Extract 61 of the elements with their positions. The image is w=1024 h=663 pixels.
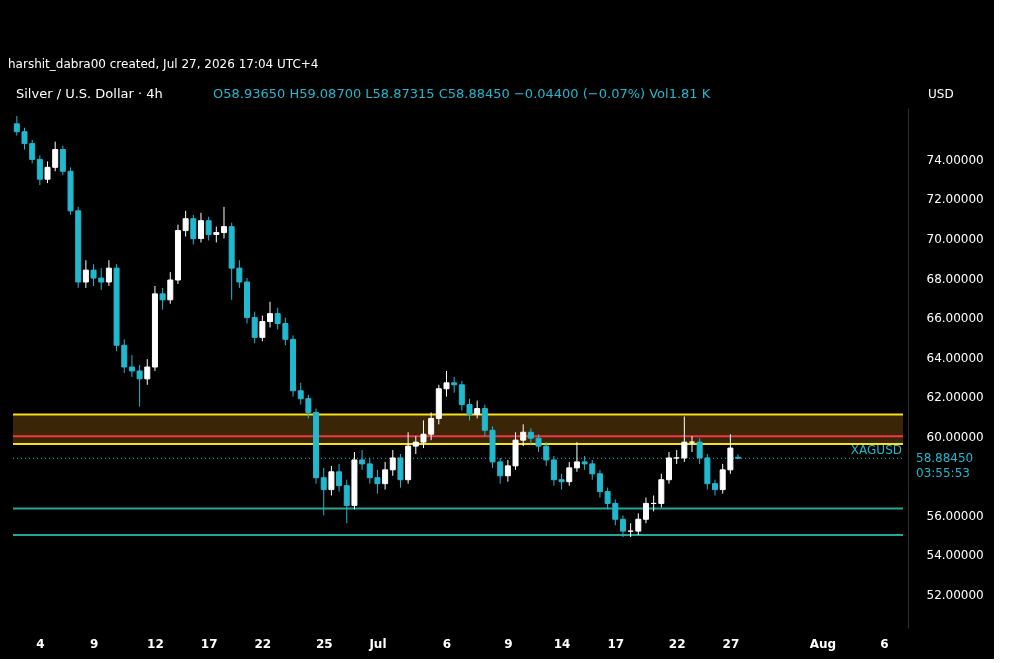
candlestick xyxy=(573,441,580,473)
x-tick-label: 27 xyxy=(722,636,740,651)
x-tick-label: Jul xyxy=(368,636,387,651)
candlestick xyxy=(343,479,350,524)
candlestick xyxy=(665,451,672,485)
candlestick xyxy=(197,212,204,243)
x-tick-label: 9 xyxy=(89,636,99,651)
y-tick-label: 52.00000 xyxy=(926,587,984,602)
candlestick xyxy=(658,473,665,508)
candlestick xyxy=(328,465,335,497)
candlestick xyxy=(36,154,43,186)
x-tick-label: 22 xyxy=(668,636,686,651)
y-tick-label: 54.00000 xyxy=(926,548,984,563)
candlestick xyxy=(336,463,343,493)
y-tick-label: 70.00000 xyxy=(926,231,984,246)
y-tick-label: 72.00000 xyxy=(926,192,984,207)
candlestick xyxy=(82,259,89,289)
x-tick-label: 6 xyxy=(880,636,889,651)
candlestick xyxy=(681,415,688,463)
x-tick-label: 6 xyxy=(442,636,452,651)
candlestick xyxy=(389,449,396,477)
candlestick xyxy=(190,214,197,245)
x-tick-label: Aug xyxy=(809,636,837,651)
candlestick xyxy=(689,435,696,453)
x-tick-label: 14 xyxy=(553,636,571,651)
candlestick xyxy=(359,449,366,471)
x-tick-label: 4 xyxy=(36,636,45,651)
candlestick xyxy=(251,311,258,344)
chart-title: Silver / U.S. Dollar · 4h xyxy=(16,86,163,101)
x-tick-label: 17 xyxy=(607,636,625,651)
candlestick xyxy=(144,358,151,386)
candlestick xyxy=(159,287,166,311)
x-tick-label: 12 xyxy=(147,636,164,651)
y-tick-label: 66.00000 xyxy=(926,311,984,326)
y-tick-label: 74.00000 xyxy=(926,152,984,167)
candlestick xyxy=(642,497,649,524)
candlestick xyxy=(320,467,327,516)
x-tick-label: 25 xyxy=(315,636,333,651)
x-tick-label: 22 xyxy=(254,636,272,651)
candlestick xyxy=(205,216,212,241)
y-tick-label: 64.00000 xyxy=(926,350,984,365)
ref-line-label: XAGUSD xyxy=(850,443,902,458)
x-tick-label: 17 xyxy=(200,636,218,651)
y-tick-label: 56.00000 xyxy=(926,508,984,523)
candlestick xyxy=(566,461,573,487)
x-tick-label: 9 xyxy=(504,636,513,651)
text: harshit_dabra00 created, Jul 27, 2026 17:04 UTC+4 xyxy=(8,57,319,71)
y-tick-label: 62.00000 xyxy=(926,390,984,405)
text: USD xyxy=(928,87,954,101)
candlestick xyxy=(619,514,626,538)
candlestick xyxy=(635,512,642,536)
candlestick xyxy=(382,461,389,491)
candlestick xyxy=(220,206,227,239)
y-tick-label: 60.00000 xyxy=(926,429,984,444)
candlestick xyxy=(167,271,174,305)
chart-subtitle: O58.93650 H59.08700 L58.87315 C58.88450 −0.04400 (−0.07%) Vol1.81 K xyxy=(213,86,711,101)
candlestick xyxy=(397,453,404,489)
y-tick-label: 68.00000 xyxy=(926,271,984,286)
candlestick xyxy=(105,259,112,287)
text: 03:55:53 xyxy=(916,466,970,481)
text: 58.88450 xyxy=(916,451,974,466)
